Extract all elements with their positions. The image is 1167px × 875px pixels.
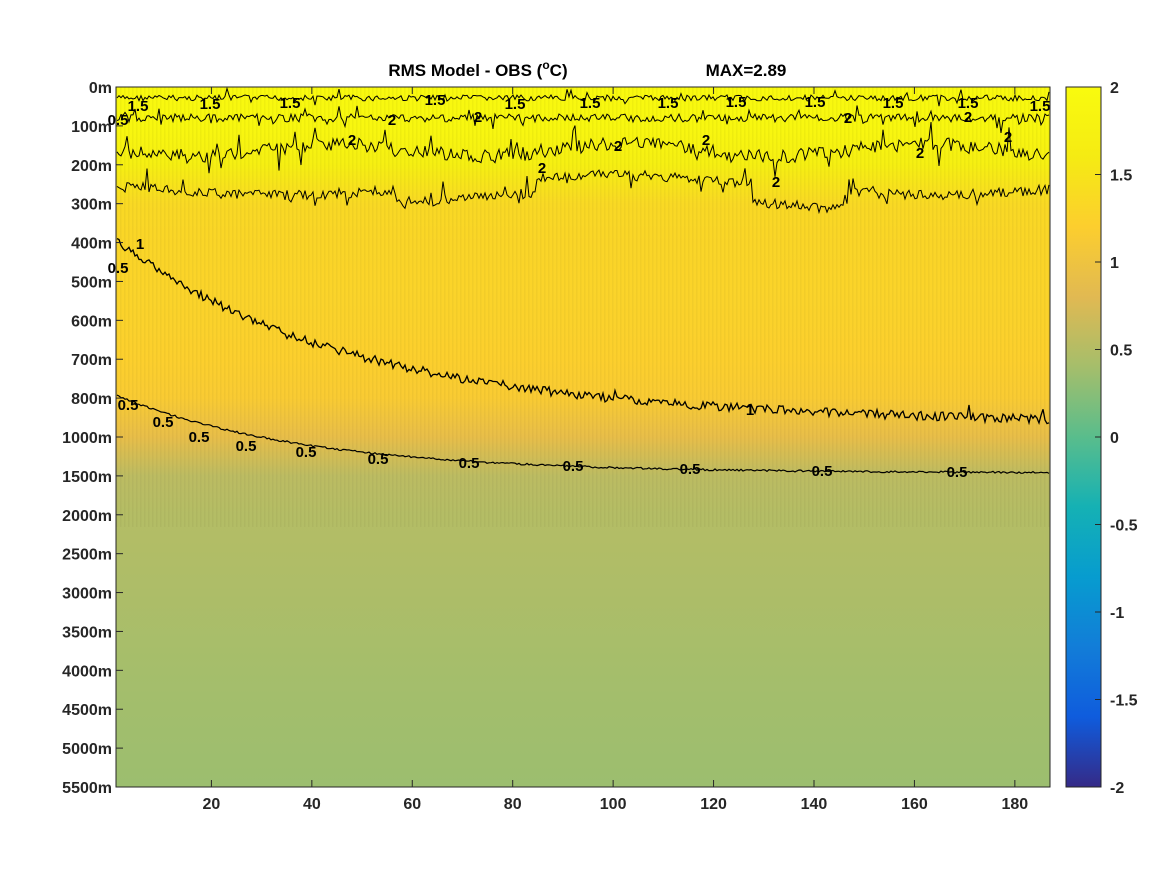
x-tick-label: 60 [403,796,421,813]
contour-2-lower [116,121,1050,177]
contour-0-5 [116,394,1050,474]
contour-label: 0.5 [459,455,480,472]
contour-labels: 1.5 1.5 1.5 1.5 1.5 1.5 1.5 1.5 1.5 1.5 1.51.52 222… [108,92,1051,481]
colorbar: 2 1.5 1 0.5 0 -0.5 -1 -1.5 -2 [1065,80,1138,797]
y-tick-label: 400m [71,236,112,253]
contour-label: 0.5 [296,444,317,461]
contour-label: 1.5 [1030,98,1051,115]
colorbar-tick-label: -2 [1110,780,1124,797]
y-axis: 0m 100m 200m 300m 400m 500m 600m 700m 800m 1000m 1… [62,80,123,797]
y-tick-label: 100m [71,119,112,136]
y-tick-label: 2500m [62,547,112,564]
contour-lines [116,86,1050,474]
contour-label: 0.5 [947,464,968,481]
contour-label: 2 [772,174,780,191]
y-tick-label: 700m [71,352,112,369]
y-tick-label: 2000m [62,508,112,525]
contour-label: 1.5 [425,92,446,109]
contour-label: 2 [388,112,396,129]
contour-label: 1.5 [128,98,149,115]
max-label: MAX=2.89 [706,61,787,80]
x-axis: 20 40 60 80 100 120 140 160 180 [203,87,1028,813]
y-tick-label: 800m [71,391,112,408]
colorbar-tick-label: 2 [1110,80,1119,97]
contour-label: 0.5 [118,397,139,414]
contour-1-5-upper [116,86,1050,107]
contour-label: 1.5 [200,96,221,113]
contour-label: 2 [348,132,356,149]
contour-2-upper [116,105,1050,133]
colorbar-tick-label: -1.5 [1110,693,1138,710]
y-tick-label: 0m [89,80,112,97]
x-tick-label: 120 [700,796,727,813]
contour-label: 2 [614,138,622,155]
x-tick-label: 180 [1001,796,1028,813]
colorbar-tick-label: 1 [1110,255,1119,272]
contour-label: 0.5 [236,438,257,455]
contour-label: 1.5 [580,95,601,112]
contour-label: 1.5 [883,95,904,112]
contour-1-5-lower [116,168,1050,215]
contour-label: 2 [1004,129,1012,146]
x-tick-label: 80 [504,796,522,813]
y-tick-label: 3500m [62,624,112,641]
x-tick-label: 160 [901,796,928,813]
x-tick-label: 40 [303,796,321,813]
colorbar-tick-label: 1.5 [1110,168,1132,185]
contour-label: 1 [746,402,754,419]
contour-label: 1.5 [505,96,526,113]
y-tick-label: 1000m [62,430,112,447]
contour-label: 2 [964,109,972,126]
y-tick-label: 4000m [62,663,112,680]
contour-label: 0.5 [563,458,584,475]
x-tick-label: 20 [203,796,221,813]
colorbar-tick-label: 0.5 [1110,343,1132,360]
contour-label: 0.5 [189,429,210,446]
contour-label: 0.5 [108,112,129,129]
contour-label: 2 [844,110,852,127]
contour-label: 1.5 [658,95,679,112]
y-tick-label: 300m [71,197,112,214]
contour-label: 0.5 [812,463,833,480]
contour-label: 1.5 [726,94,747,111]
y-tick-label: 4500m [62,702,112,719]
y-tick-label: 1500m [62,469,112,486]
x-tick-label: 100 [600,796,627,813]
contour-label: 2 [702,132,710,149]
y-tick-label: 5500m [62,780,112,797]
contour-label: 0.5 [108,260,129,277]
plot-area: 1.5 1.5 1.5 1.5 1.5 1.5 1.5 1.5 1.5 1.5 1.51.52 222… [108,86,1051,788]
colorbar-tick-label: -0.5 [1110,518,1138,535]
y-tick-label: 200m [71,158,112,175]
x-tick-label: 140 [801,796,828,813]
contour-label: 1.5 [805,94,826,111]
y-tick-label: 3000m [62,586,112,603]
contour-label: 0.5 [680,461,701,478]
y-tick-label: 600m [71,313,112,330]
contour-label: 1.5 [280,95,301,112]
y-tick-label: 5000m [62,741,112,758]
chart-title: RMS Model - OBS (oC) [388,58,567,80]
field-texture [116,87,1050,527]
colorbar-tick-label: -1 [1110,605,1124,622]
contour-label: 1.5 [958,95,979,112]
colorbar-tick-label: 0 [1110,430,1119,447]
contour-label: 0.5 [153,414,174,431]
colorbar-ticks: 2 1.5 1 0.5 0 -0.5 -1 -1.5 -2 [1095,80,1138,797]
contour-label: 2 [916,145,924,162]
contour-label: 2 [474,109,482,126]
contour-label: 1 [136,236,144,253]
contour-1 [116,238,1050,426]
contour-label: 2 [538,160,546,177]
y-tick-label: 500m [71,274,112,291]
contour-label: 0.5 [368,451,389,468]
